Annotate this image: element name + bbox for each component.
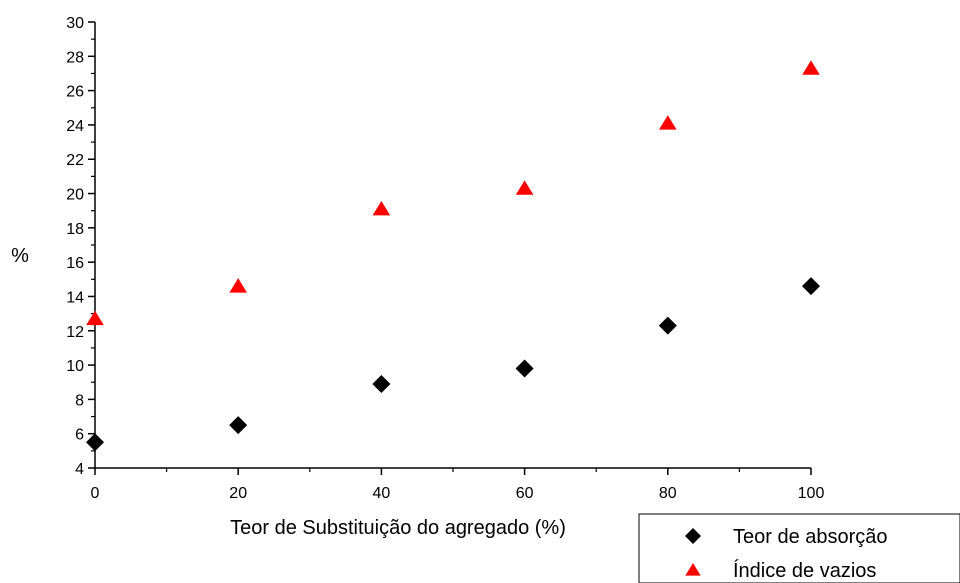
vazios-point xyxy=(802,60,820,75)
y-tick-label: 22 xyxy=(66,152,84,169)
y-tick-label: 12 xyxy=(66,324,84,341)
y-tick-label: 20 xyxy=(66,187,84,204)
x-tick-label: 60 xyxy=(516,485,534,502)
y-tick-label: 6 xyxy=(75,427,84,444)
absorcao-point xyxy=(86,433,104,452)
legend-label-indice-de-vazios: Índice de vazios xyxy=(733,559,876,582)
x-axis-title: Teor de Substituição do agregado (%) xyxy=(230,517,566,539)
y-tick-label: 30 xyxy=(66,15,84,32)
vazios-point xyxy=(372,200,391,216)
data-marks xyxy=(86,60,820,452)
absorcao-point xyxy=(372,374,391,393)
absorcao-point xyxy=(802,277,820,296)
y-tick-label: 10 xyxy=(66,358,84,375)
legend: Teor de absorção Índice de vazios xyxy=(638,513,960,583)
absorcao-point xyxy=(229,416,248,435)
vazios-point xyxy=(515,180,534,195)
y-tick-label: 14 xyxy=(66,289,84,306)
x-tick-label: 0 xyxy=(91,485,100,502)
y-tick-label: 24 xyxy=(66,118,84,135)
legend-label-teor-de-absorcao: Teor de absorção xyxy=(733,526,888,548)
y-tick-label: 18 xyxy=(66,221,84,238)
vazios-point xyxy=(659,115,677,130)
vazios-point xyxy=(86,310,104,326)
y-tick-label: 26 xyxy=(66,84,84,101)
y-axis-title: % xyxy=(11,245,29,267)
x-tick-label: 20 xyxy=(229,485,247,502)
absorcao-point xyxy=(515,359,534,378)
legend-marker-indice-de-vazios xyxy=(685,563,701,576)
y-tick-label: 4 xyxy=(75,461,84,478)
absorcao-point xyxy=(658,316,677,335)
y-tick-label: 16 xyxy=(66,255,84,272)
legend-marker-teor-de-absorcao xyxy=(685,528,701,544)
axes: 4 6 8 10 12 14 16 18 20 22 24 26 28 30 0 20 40 60 80 100 xyxy=(66,15,824,502)
x-tick-label: 40 xyxy=(373,485,391,502)
vazios-point xyxy=(229,278,247,293)
x-tick-label: 80 xyxy=(659,485,677,502)
x-tick-label: 100 xyxy=(798,485,825,502)
y-tick-label: 28 xyxy=(66,49,84,66)
y-tick-label: 8 xyxy=(75,392,84,409)
